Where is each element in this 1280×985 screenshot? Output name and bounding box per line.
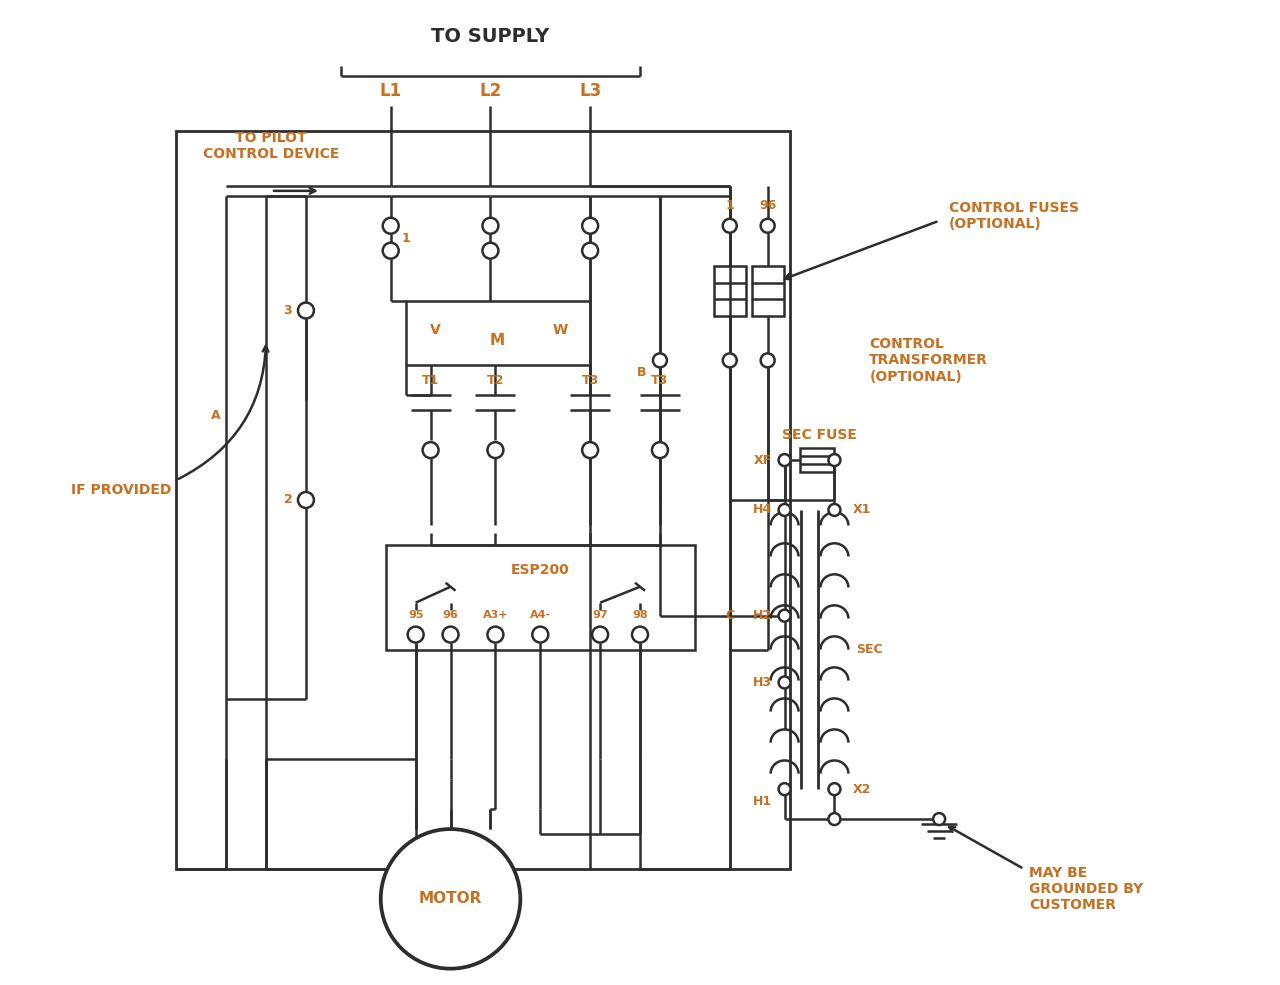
Circle shape [778,610,791,622]
Text: SEC FUSE: SEC FUSE [782,428,856,442]
Text: L3: L3 [579,82,602,100]
Circle shape [778,783,791,795]
Text: MAY BE
GROUNDED BY
CUSTOMER: MAY BE GROUNDED BY CUSTOMER [1029,866,1143,912]
Circle shape [760,354,774,367]
Circle shape [723,354,737,367]
Circle shape [778,677,791,689]
Circle shape [443,626,458,642]
Text: A4-: A4- [530,610,550,620]
Text: IF PROVIDED: IF PROVIDED [72,483,172,497]
Text: 2: 2 [284,493,292,506]
Circle shape [723,219,737,232]
Text: 95: 95 [408,610,424,620]
Circle shape [532,626,548,642]
Text: 96: 96 [759,199,776,213]
Bar [406,300,590,365]
Text: 1: 1 [402,232,410,245]
Circle shape [828,783,841,795]
Text: M: M [490,333,506,348]
Circle shape [483,242,498,259]
Circle shape [488,626,503,642]
Text: TO SUPPLY: TO SUPPLY [431,27,549,45]
Text: C: C [726,609,735,623]
Circle shape [828,813,841,825]
Text: X2: X2 [854,783,872,796]
Circle shape [778,504,791,516]
Text: T2: T2 [486,374,504,387]
Circle shape [760,219,774,232]
Text: 96: 96 [443,610,458,620]
Circle shape [828,454,841,466]
Circle shape [380,829,521,968]
Text: A3+: A3+ [483,610,508,620]
Text: 3: 3 [284,304,292,317]
Text: W: W [553,323,568,338]
Circle shape [653,354,667,367]
Circle shape [383,218,398,233]
Text: CONTROL FUSES
(OPTIONAL): CONTROL FUSES (OPTIONAL) [950,201,1079,230]
Bar [177,131,790,869]
Text: 98: 98 [632,610,648,620]
Text: T1: T1 [422,374,439,387]
Circle shape [632,626,648,642]
Circle shape [483,218,498,233]
Circle shape [422,442,439,458]
Circle shape [488,442,503,458]
Text: H2: H2 [753,609,772,623]
Text: X1: X1 [854,503,872,516]
Circle shape [407,626,424,642]
Text: H3: H3 [753,676,772,689]
Text: V: V [430,323,440,338]
Text: B: B [637,365,646,379]
Circle shape [778,454,791,466]
Text: CONTROL
TRANSFORMER
(OPTIONAL): CONTROL TRANSFORMER (OPTIONAL) [869,337,988,383]
Text: XF: XF [754,453,772,467]
Text: T3: T3 [652,374,668,387]
Text: H4: H4 [753,503,772,516]
Circle shape [582,218,598,233]
Text: MOTOR: MOTOR [419,891,483,906]
Bar [385,545,695,649]
Text: H1: H1 [753,795,772,808]
Circle shape [593,626,608,642]
Circle shape [298,302,314,318]
Text: TO PILOT
CONTROL DEVICE: TO PILOT CONTROL DEVICE [202,131,339,162]
Circle shape [582,442,598,458]
Text: L1: L1 [380,82,402,100]
Circle shape [582,242,598,259]
Text: L2: L2 [479,82,502,100]
Bar [714,266,746,315]
Circle shape [383,242,398,259]
Text: T3: T3 [581,374,599,387]
Bar [751,266,783,315]
Text: SEC: SEC [856,643,883,656]
Circle shape [298,492,314,508]
Text: A: A [211,409,221,422]
Circle shape [828,504,841,516]
Text: ESP200: ESP200 [511,562,570,577]
Text: 1: 1 [726,199,735,213]
Circle shape [652,442,668,458]
Circle shape [933,813,945,825]
Text: 97: 97 [593,610,608,620]
Bar [800,448,835,472]
